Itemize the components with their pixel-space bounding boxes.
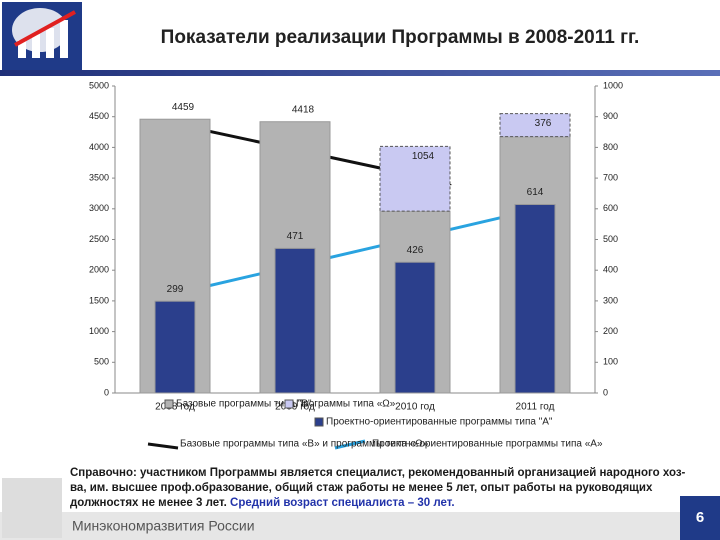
- bar: [154, 300, 196, 394]
- x-tick-label: 2009 год: [275, 402, 315, 413]
- bar: [139, 118, 211, 394]
- legend-swatch: [164, 399, 174, 409]
- footer-bar: [0, 512, 720, 540]
- bar: [394, 261, 436, 394]
- value-label: 4418: [292, 104, 315, 115]
- value-label: 299: [167, 284, 184, 295]
- y-tick-label: 3000: [89, 203, 109, 213]
- y-tick-label: 4500: [89, 111, 109, 121]
- logo-arrow: [14, 10, 76, 47]
- y-tick-label: 1500: [89, 295, 109, 305]
- page-number: 6: [696, 509, 704, 526]
- y2-tick-label: 800: [603, 142, 618, 152]
- footnote-text: Справочно: участником Программы является…: [70, 467, 686, 509]
- y2-tick-label: 300: [603, 295, 618, 305]
- y2-tick-label: 700: [603, 172, 618, 182]
- y2-tick-label: 500: [603, 234, 618, 244]
- x-tick-label: 2011 год: [516, 402, 555, 413]
- y2-tick-label: 900: [603, 111, 618, 121]
- logo-bars: [18, 20, 68, 58]
- bar: [379, 145, 451, 212]
- y-tick-label: 500: [94, 357, 109, 367]
- header-bar: [0, 70, 720, 76]
- chart-title: Показатели реализации Программы в 2008-2…: [161, 27, 640, 48]
- value-label: 4459: [172, 102, 195, 113]
- y-tick-label: 0: [104, 387, 109, 397]
- value-label: 614: [527, 187, 544, 198]
- y-tick-label: 1000: [89, 326, 109, 336]
- trend-legend: Проектно-ориентированные программы типа …: [372, 439, 603, 450]
- y-tick-label: 5000: [89, 80, 109, 90]
- emblem: [2, 478, 62, 538]
- value-label: 376: [535, 118, 552, 129]
- bar: [499, 113, 571, 138]
- legend-swatch: [314, 417, 324, 427]
- bar: [514, 204, 556, 394]
- legend-arrow-a: [334, 439, 366, 450]
- footnote-highlight: Средний возраст специалиста – 30 лет.: [230, 497, 455, 509]
- value-label: 471: [287, 231, 304, 242]
- y-tick-label: 2000: [89, 265, 109, 275]
- y2-tick-label: 100: [603, 357, 618, 367]
- value-label: 426: [407, 245, 424, 256]
- trend-arrow-a: [164, 210, 526, 298]
- y2-tick-label: 400: [603, 265, 618, 275]
- legend-label: Базовые программы типа "В": [176, 399, 312, 410]
- footer-org: Минэкономразвития России: [72, 518, 255, 534]
- header: [0, 0, 720, 78]
- y-tick-label: 3500: [89, 172, 109, 182]
- legend-swatch: [284, 399, 294, 409]
- legend-label: Программы типа «Ω»: [296, 399, 396, 410]
- legend-arrow-b: [147, 442, 179, 450]
- y2-tick-label: 600: [603, 203, 618, 213]
- y-tick-label: 4000: [89, 142, 109, 152]
- x-tick-label: 2010 год: [395, 402, 435, 413]
- bar: [274, 247, 316, 394]
- y2-tick-label: 0: [603, 387, 608, 397]
- x-tick-label: 2008 год: [155, 402, 195, 413]
- trend-legend: Базовые программы типа «В» и программы т…: [180, 439, 429, 450]
- value-label: 1054: [412, 151, 435, 162]
- footnote: Справочно: участником Программы является…: [70, 466, 690, 511]
- page-box: [680, 496, 720, 540]
- y2-tick-label: 200: [603, 326, 618, 336]
- y2-tick-label: 1000: [603, 80, 623, 90]
- legend-label: Проектно-ориентированные программы типа …: [326, 417, 553, 428]
- y-tick-label: 2500: [89, 234, 109, 244]
